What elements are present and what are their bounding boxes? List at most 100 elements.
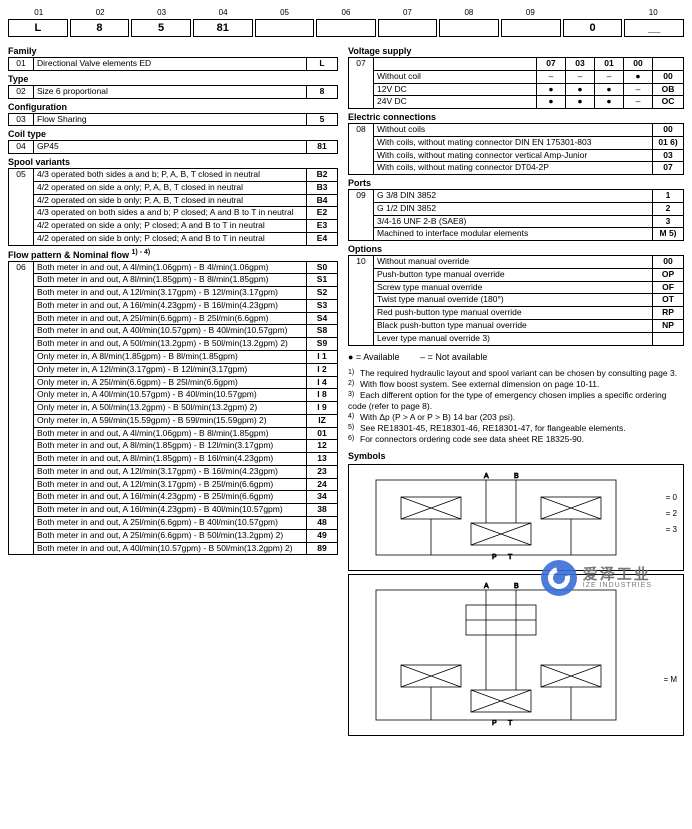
colnum: 08 bbox=[438, 8, 499, 17]
row-desc: Without manual override bbox=[374, 256, 653, 269]
voltage-dot: ● bbox=[566, 96, 595, 109]
flow-code: S8 bbox=[307, 325, 338, 338]
voltage-desc: Without coil bbox=[374, 70, 537, 83]
spool-desc: 4/2 operated on side a only; P, A, B, T … bbox=[34, 181, 307, 194]
flow-code: I 4 bbox=[307, 376, 338, 389]
row-code: 07 bbox=[653, 162, 684, 175]
note-num: 6) bbox=[348, 434, 360, 443]
colnum: 06 bbox=[315, 8, 376, 17]
voltage-dot: – bbox=[537, 70, 566, 83]
row-desc: With coils, without mating connector DT0… bbox=[374, 162, 653, 175]
legend-notavailable: – = Not available bbox=[420, 352, 487, 362]
voltage-code: OC bbox=[653, 96, 684, 109]
ports-table: 09G 3/8 DIN 38521G 1/2 DIN 385223/4-16 U… bbox=[348, 189, 684, 241]
flow-code: I 2 bbox=[307, 363, 338, 376]
voltage-dot: – bbox=[624, 83, 653, 96]
flow-desc: Only meter in, A 50l/min(13.2gpm) - B 50… bbox=[34, 402, 307, 415]
spool-desc: 4/3 operated on both sides a and b; P cl… bbox=[34, 207, 307, 220]
voltage-dot: – bbox=[624, 96, 653, 109]
coil-header: Coil type bbox=[8, 129, 338, 139]
row-desc: G 3/8 DIN 3852 bbox=[374, 190, 653, 203]
flow-header: Flow pattern & Nominal flow 1) - 4) bbox=[8, 249, 338, 260]
legend: ● = Available – = Not available bbox=[348, 352, 684, 362]
row-desc: With coils, without mating connector DIN… bbox=[374, 136, 653, 149]
family-code: L bbox=[307, 58, 338, 71]
flow-table: 06Both meter in and out, A 4l/min(1.06gp… bbox=[8, 261, 338, 556]
flow-code: 38 bbox=[307, 504, 338, 517]
code-box: 5 bbox=[131, 19, 191, 37]
svg-text:T: T bbox=[508, 554, 513, 561]
family-table: 01 Directional Valve elements ED L bbox=[8, 57, 338, 71]
symbol-diagram-1: A B P T = 0 = 2 = 3 bbox=[348, 464, 684, 571]
voltage-table: 0707030100Without coil–––●0012V DC●●●–OB… bbox=[348, 57, 684, 109]
row-code: RP bbox=[653, 307, 684, 320]
svg-text:A: A bbox=[484, 583, 489, 590]
flow-code: 48 bbox=[307, 516, 338, 529]
flow-code: S3 bbox=[307, 299, 338, 312]
spool-desc: 4/2 operated on side b only; P, A, B, T … bbox=[34, 194, 307, 207]
spool-desc: 4/2 operated on side a only; P closed; A… bbox=[34, 220, 307, 233]
voltage-col: 01 bbox=[595, 58, 624, 71]
voltage-dot: ● bbox=[595, 96, 624, 109]
row-code: OP bbox=[653, 268, 684, 281]
note-text: With Δp (P > A or P > B) 14 bar (203 psi… bbox=[360, 412, 515, 422]
flow-code: 49 bbox=[307, 529, 338, 542]
symbol-diagram-2: A B P T = M bbox=[348, 574, 684, 736]
coil-desc: GP45 bbox=[34, 141, 307, 154]
note-num: 4) bbox=[348, 412, 360, 421]
svg-text:A: A bbox=[484, 473, 489, 480]
footnotes: 1)The required hydraulic layout and spoo… bbox=[348, 368, 684, 445]
family-num: 01 bbox=[9, 58, 34, 71]
spool-code: E2 bbox=[307, 207, 338, 220]
voltage-dot: ● bbox=[537, 96, 566, 109]
colnum: 05 bbox=[254, 8, 315, 17]
code-box: 8 bbox=[70, 19, 130, 37]
voltage-num: 07 bbox=[349, 58, 374, 109]
row-code: 00 bbox=[653, 256, 684, 269]
note-text: With flow boost system. See external dim… bbox=[360, 379, 599, 389]
voltage-dot: ● bbox=[595, 83, 624, 96]
row-code bbox=[653, 332, 684, 345]
flow-desc: Both meter in and out, A 25l/min(6.6gpm)… bbox=[34, 529, 307, 542]
svg-text:B: B bbox=[514, 583, 519, 590]
elec-table: 08Without coils00With coils, without mat… bbox=[348, 123, 684, 175]
flow-code: 23 bbox=[307, 465, 338, 478]
flow-desc: Only meter in, A 25l/min(6.6gpm) - B 25l… bbox=[34, 376, 307, 389]
config-header: Configuration bbox=[8, 102, 338, 112]
type-header: Type bbox=[8, 74, 338, 84]
coil-table: 04 GP45 81 bbox=[8, 140, 338, 154]
flow-desc: Both meter in and out, A 8l/min(1.85gpm)… bbox=[34, 453, 307, 466]
svg-text:P: P bbox=[492, 720, 497, 727]
voltage-dot: – bbox=[595, 70, 624, 83]
spool-code: B2 bbox=[307, 169, 338, 182]
type-code: 8 bbox=[307, 85, 338, 98]
voltage-dot: – bbox=[566, 70, 595, 83]
voltage-dot: ● bbox=[624, 70, 653, 83]
flow-code: 01 bbox=[307, 427, 338, 440]
symbols-header: Symbols bbox=[348, 451, 684, 461]
voltage-dot: ● bbox=[537, 83, 566, 96]
row-code: 1 bbox=[653, 190, 684, 203]
flow-code: 13 bbox=[307, 453, 338, 466]
ports-header: Ports bbox=[348, 178, 684, 188]
spool-header: Spool variants bbox=[8, 157, 338, 167]
flow-desc: Only meter in, A 8l/min(1.85gpm) - B 8l/… bbox=[34, 351, 307, 364]
flow-code: I 9 bbox=[307, 402, 338, 415]
flow-code: I 8 bbox=[307, 389, 338, 402]
row-desc: With coils, without mating connector ver… bbox=[374, 149, 653, 162]
note-text: Each different option for the type of em… bbox=[348, 390, 667, 411]
spool-code: E3 bbox=[307, 220, 338, 233]
colnum: 09 bbox=[500, 8, 561, 17]
flow-desc: Both meter in and out, A 8l/min(1.85gpm)… bbox=[34, 440, 307, 453]
code-box bbox=[255, 19, 315, 37]
flow-desc: Both meter in and out, A 12l/min(3.17gpm… bbox=[34, 478, 307, 491]
flow-desc: Both meter in and out, A 40l/min(10.57gp… bbox=[34, 542, 307, 555]
type-desc: Size 6 proportional bbox=[34, 85, 307, 98]
colnum: 03 bbox=[131, 8, 192, 17]
row-desc: Machined to interface modular elements bbox=[374, 228, 653, 241]
svg-text:B: B bbox=[514, 473, 519, 480]
flow-code: S9 bbox=[307, 338, 338, 351]
spool-code: E4 bbox=[307, 232, 338, 245]
note-num: 1) bbox=[348, 368, 360, 377]
flow-desc: Both meter in and out, A 12l/min(3.17gpm… bbox=[34, 287, 307, 300]
